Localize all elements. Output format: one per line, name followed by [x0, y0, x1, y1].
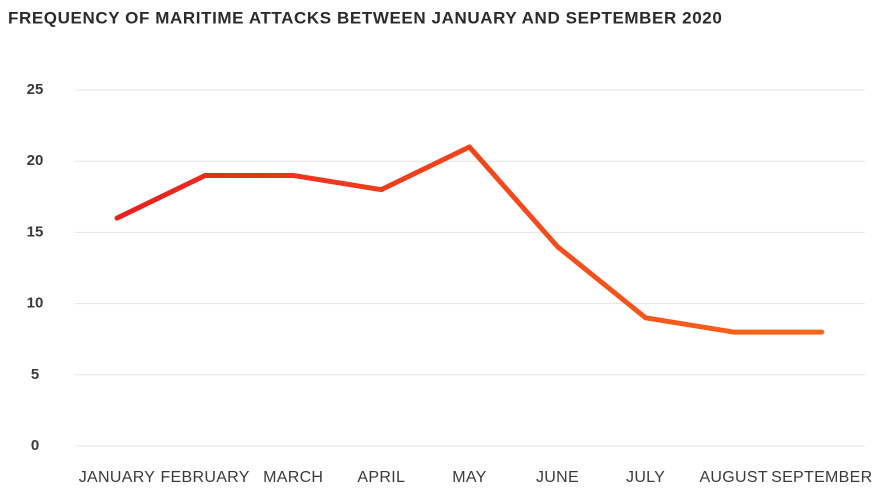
x-tick-label: MAY: [452, 469, 486, 486]
x-tick-label: FEBRUARY: [160, 469, 249, 486]
x-tick-label: SEPTEMBER: [771, 469, 872, 486]
x-tick-label: JUNE: [536, 469, 579, 486]
y-tick-label: 15: [27, 223, 44, 240]
y-tick-label: 0: [31, 437, 39, 454]
y-tick-label: 20: [27, 152, 44, 169]
x-tick-label: APRIL: [357, 469, 405, 486]
x-tick-label: MARCH: [263, 469, 323, 486]
data-line: [114, 144, 825, 335]
x-tick-label: JULY: [626, 469, 665, 486]
chart-title: FREQUENCY OF MARITIME ATTACKS BETWEEN JA…: [8, 8, 722, 27]
x-tick-label: AUGUST: [699, 469, 767, 486]
y-tick-label: 25: [27, 81, 44, 98]
y-tick-label: 5: [31, 366, 39, 383]
y-tick-label: 10: [27, 295, 44, 312]
x-tick-label: JANUARY: [79, 469, 156, 486]
